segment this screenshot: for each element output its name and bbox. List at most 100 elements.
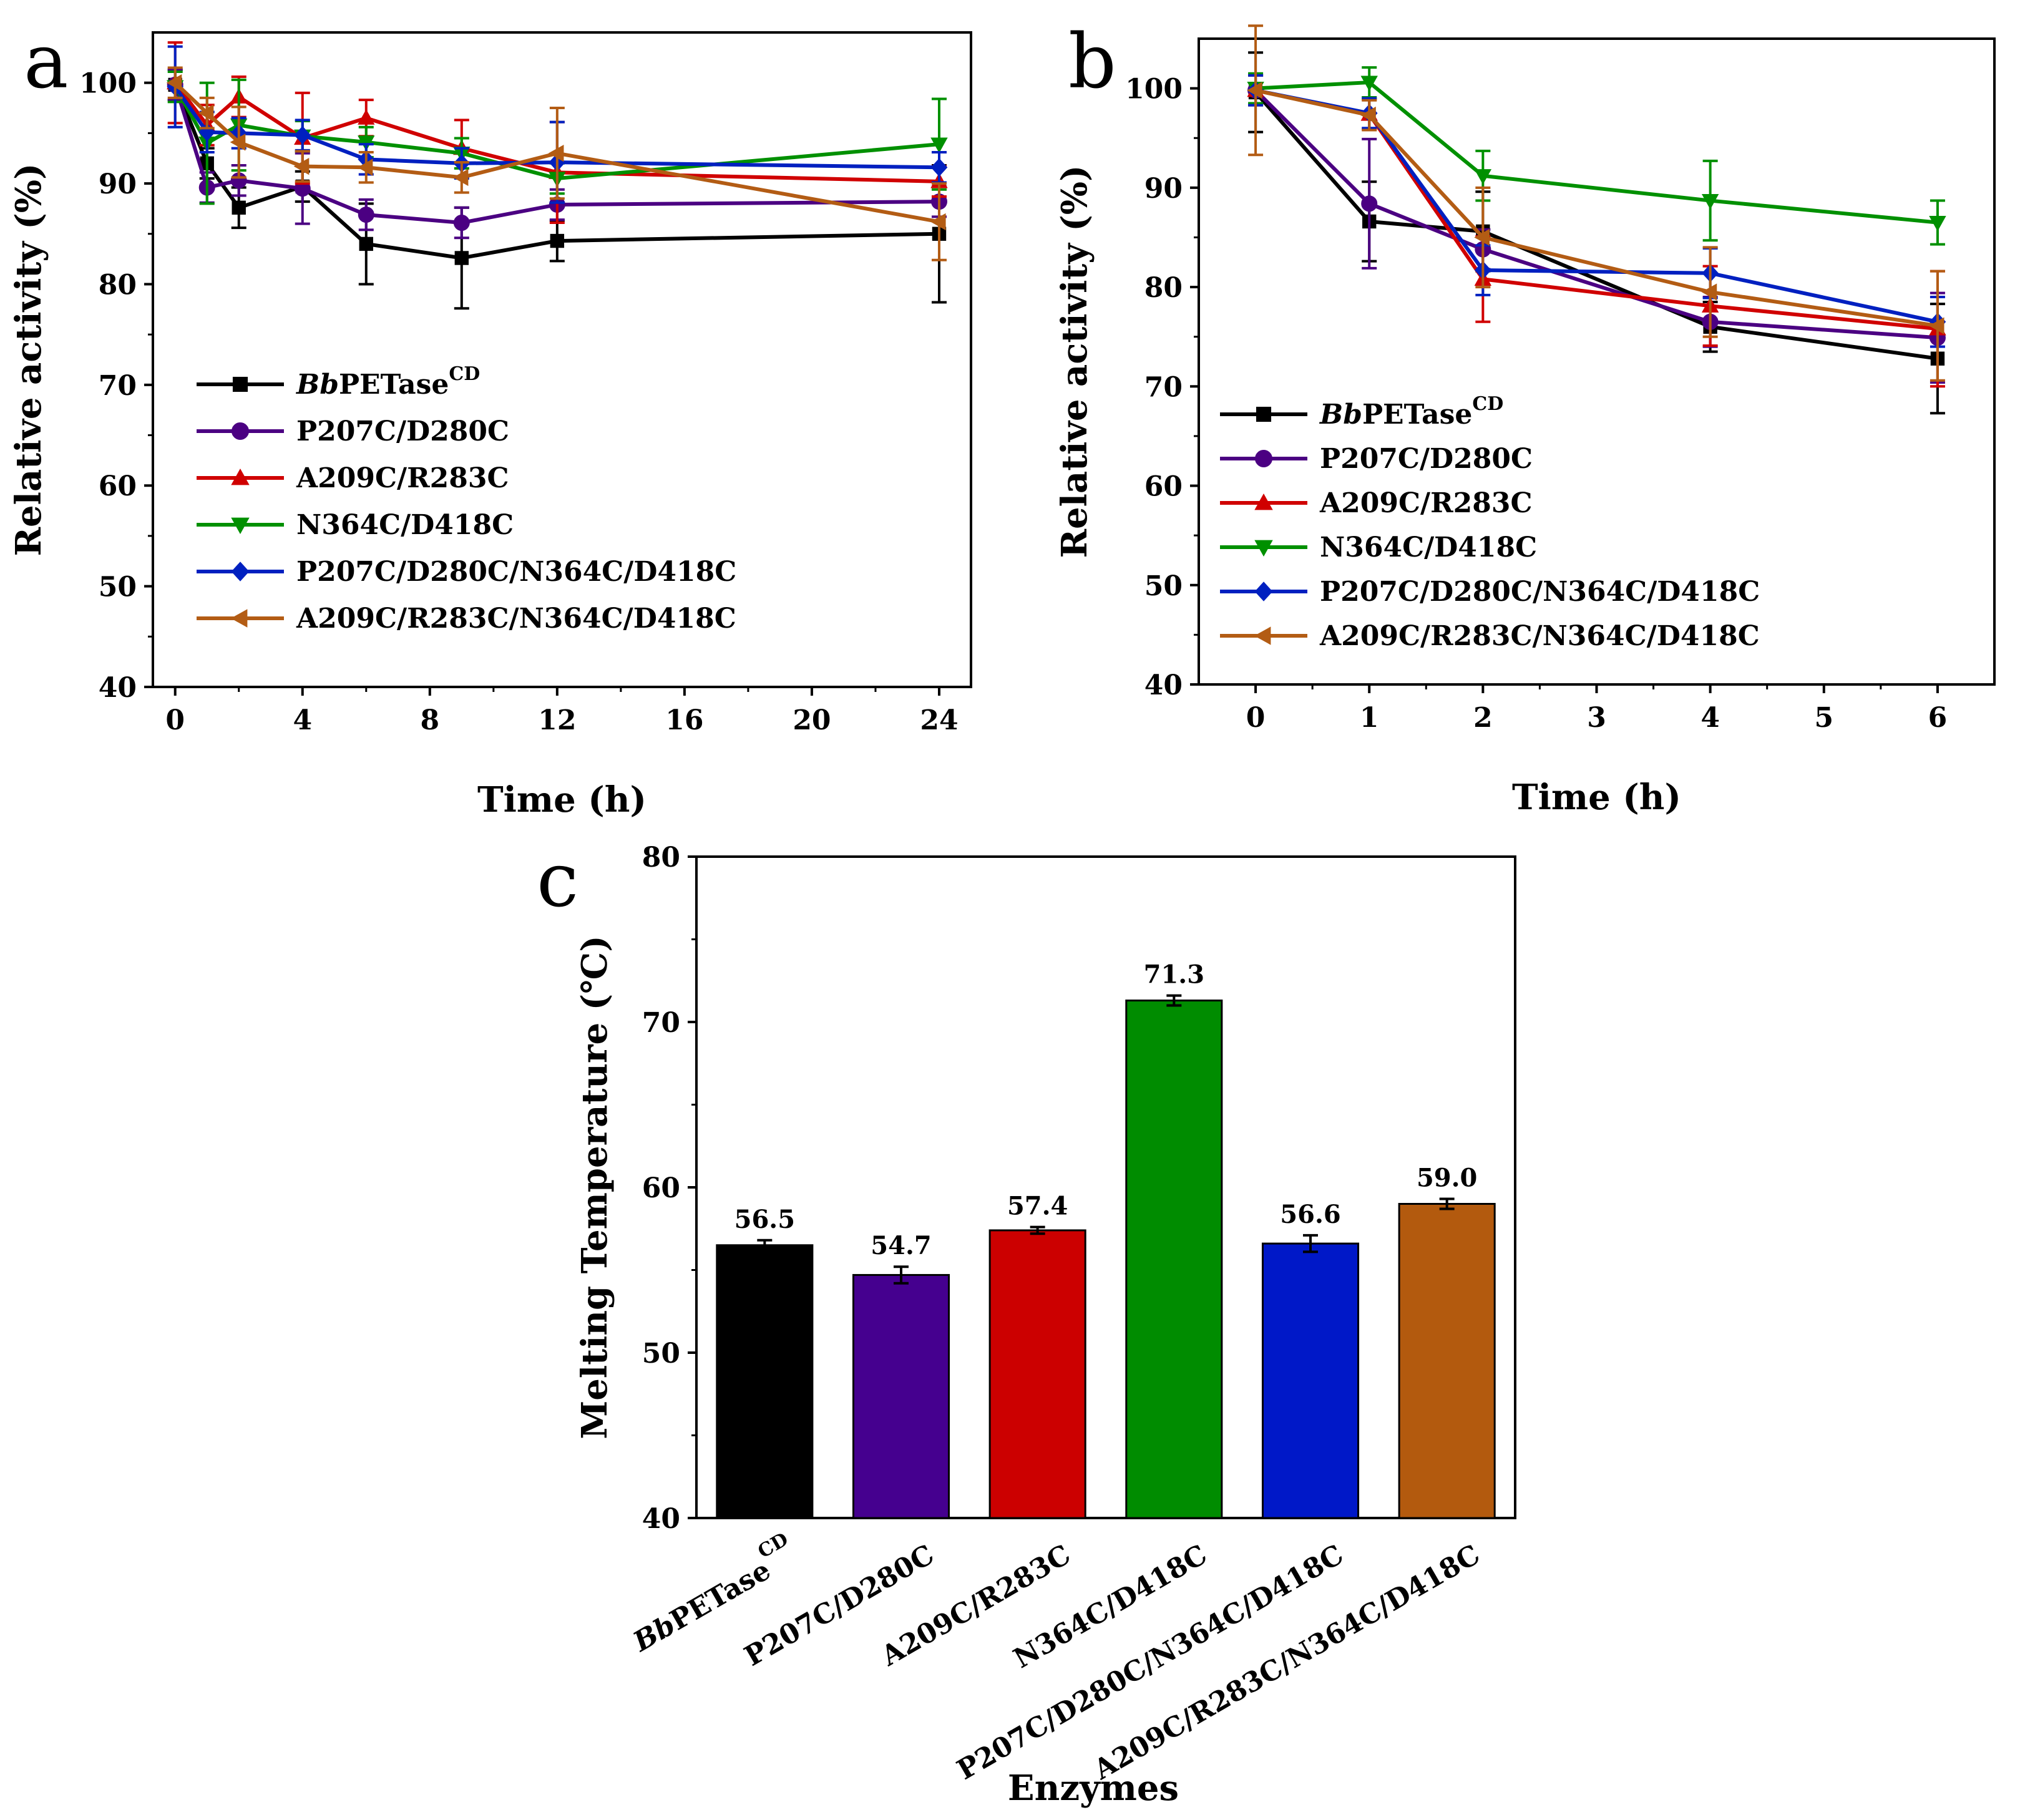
triangle-left-marker <box>1701 283 1717 301</box>
diamond-marker <box>1254 582 1273 601</box>
series-n364c-d418c <box>1247 66 1946 246</box>
triangle-left-marker <box>198 104 214 122</box>
bar <box>1261 1242 1360 1519</box>
series-line <box>173 84 940 260</box>
x-axis-title: Time (h) <box>1512 777 1681 818</box>
y-tick-label: 70 <box>642 1007 680 1039</box>
y-tick-label: 70 <box>1144 371 1183 403</box>
series-a209c-r283c-n364c-d418c <box>1247 24 1945 382</box>
square-marker <box>359 236 373 251</box>
bar-value-label: 59.0 <box>1417 1164 1477 1193</box>
legend-label: N364C/D418C <box>1320 532 1537 563</box>
y-tick-label: 40 <box>1144 669 1183 701</box>
superscript-part: CD <box>1472 393 1503 415</box>
y-tick-label: 90 <box>99 168 137 200</box>
panel-letter: b <box>1068 19 1116 105</box>
triangle-left-marker <box>230 609 248 628</box>
circle-marker <box>453 215 470 231</box>
x-tick-label: 24 <box>920 704 958 736</box>
triangle-down-marker <box>1360 75 1378 92</box>
y-axis-title: Relative activity (%) <box>8 163 49 557</box>
triangle-down-marker <box>1929 215 1946 231</box>
text-part: PETase <box>339 369 449 401</box>
legend-label: P207C/D280C/N364C/D418C <box>1320 576 1760 608</box>
diamond-marker <box>231 562 250 582</box>
series-bbpetase <box>1248 51 1945 415</box>
panel-a-line-chart: a 40 50 60 70 80 90 100 0 4 8 12 16 20 24 Time (h) Relat… <box>8 19 972 820</box>
triangle-left-marker <box>230 134 246 151</box>
y-tick-label: 100 <box>1125 74 1183 105</box>
x-axis-title: Time (h) <box>477 779 646 820</box>
square-marker <box>454 251 469 265</box>
legend-label: A209C/R283C <box>1319 487 1533 519</box>
square-marker <box>232 200 246 215</box>
x-tick-label: 0 <box>165 704 185 736</box>
legend-label: BbPETaseCD <box>1319 393 1503 431</box>
y-tick-label: 80 <box>642 842 680 874</box>
triangle-left-marker <box>1254 626 1271 645</box>
legend-label: N364C/D418C <box>296 509 514 541</box>
series-a209c-r283c-n364c-d418c <box>166 66 947 261</box>
triangle-left-marker <box>166 74 182 92</box>
series-line <box>1255 80 1938 225</box>
legend-label: A209C/R283C/N364C/D418C <box>296 603 736 635</box>
square-marker <box>550 233 565 248</box>
y-tick-label: 80 <box>1144 272 1183 304</box>
triangle-left-marker <box>452 168 469 187</box>
y-tick-label: 50 <box>99 572 137 603</box>
square-marker <box>1256 406 1272 422</box>
italic-part: Bb <box>1319 399 1362 431</box>
y-tick-label: 40 <box>99 672 137 704</box>
plot-frame <box>695 855 1516 1519</box>
bar-value-label: 54.7 <box>871 1231 931 1260</box>
bar <box>852 1273 950 1519</box>
x-tick-label: 4 <box>293 704 312 736</box>
superscript-part: CD <box>449 363 480 385</box>
legend-label: A209C/R283C <box>296 462 509 494</box>
y-tick-label: 50 <box>1144 570 1183 602</box>
circle-marker <box>358 207 374 223</box>
y-tick-label: 70 <box>99 370 137 402</box>
triangle-down-marker <box>358 135 375 151</box>
triangle-down-marker <box>1254 540 1273 557</box>
series-p207c-d280c <box>1247 74 1946 384</box>
triangle-left-marker <box>1247 82 1262 99</box>
legend-label: P207C/D280C <box>1320 443 1533 475</box>
italic-part: Bb <box>295 369 339 401</box>
circle-marker <box>1255 450 1272 467</box>
y-tick-label: 60 <box>1144 471 1183 503</box>
bar <box>716 1244 814 1519</box>
text-part: PETase <box>1362 399 1472 431</box>
x-tick-label: 5 <box>1814 702 1833 734</box>
y-axis-title: Relative activity (%) <box>1054 165 1095 558</box>
square-marker <box>232 376 248 392</box>
diamond-marker <box>930 158 948 177</box>
x-tick-label: 20 <box>793 704 831 736</box>
bar-value-label: 71.3 <box>1144 960 1204 990</box>
legend-label: P207C/D280C/N364C/D418C <box>296 556 736 588</box>
legend-label: P207C/D280C <box>296 416 509 447</box>
x-tick-label: 8 <box>420 704 439 736</box>
legend-label: A209C/R283C/N364C/D418C <box>1319 620 1760 652</box>
x-tick-label: 6 <box>1928 702 1948 734</box>
x-tick-label: 16 <box>665 704 703 736</box>
legend: BbPETaseCD P207C/D280C A209C/R283C N364C/D4… <box>197 363 736 635</box>
bar-value-label: 57.4 <box>1007 1192 1068 1221</box>
y-axis-title: Melting Temperature (℃) <box>574 935 615 1439</box>
panel-c-bar-chart: c405060708056.5BbPETaseCD54.7P207C/D280C… <box>537 837 1516 1809</box>
x-tick-label: 3 <box>1587 702 1606 734</box>
triangle-left-marker <box>1928 317 1944 334</box>
triangle-up-marker <box>358 109 375 125</box>
x-tick-label: 12 <box>538 704 576 736</box>
text-part: PETase <box>665 1554 776 1637</box>
x-tick-label: 2 <box>1473 702 1493 734</box>
circle-marker <box>1361 195 1378 212</box>
series-p207c-d280c-n364c-d418c <box>1247 74 1946 348</box>
panel-letter: c <box>537 837 578 924</box>
y-tick-label: 60 <box>642 1172 680 1204</box>
panel-b-line-chart: b 40 50 60 70 80 90 100 0 1 2 3 4 5 6 Time (h) Relative … <box>1054 19 1996 818</box>
triangle-left-marker <box>1474 228 1490 246</box>
triangle-left-marker <box>1360 106 1376 124</box>
triangle-left-marker <box>293 157 310 175</box>
